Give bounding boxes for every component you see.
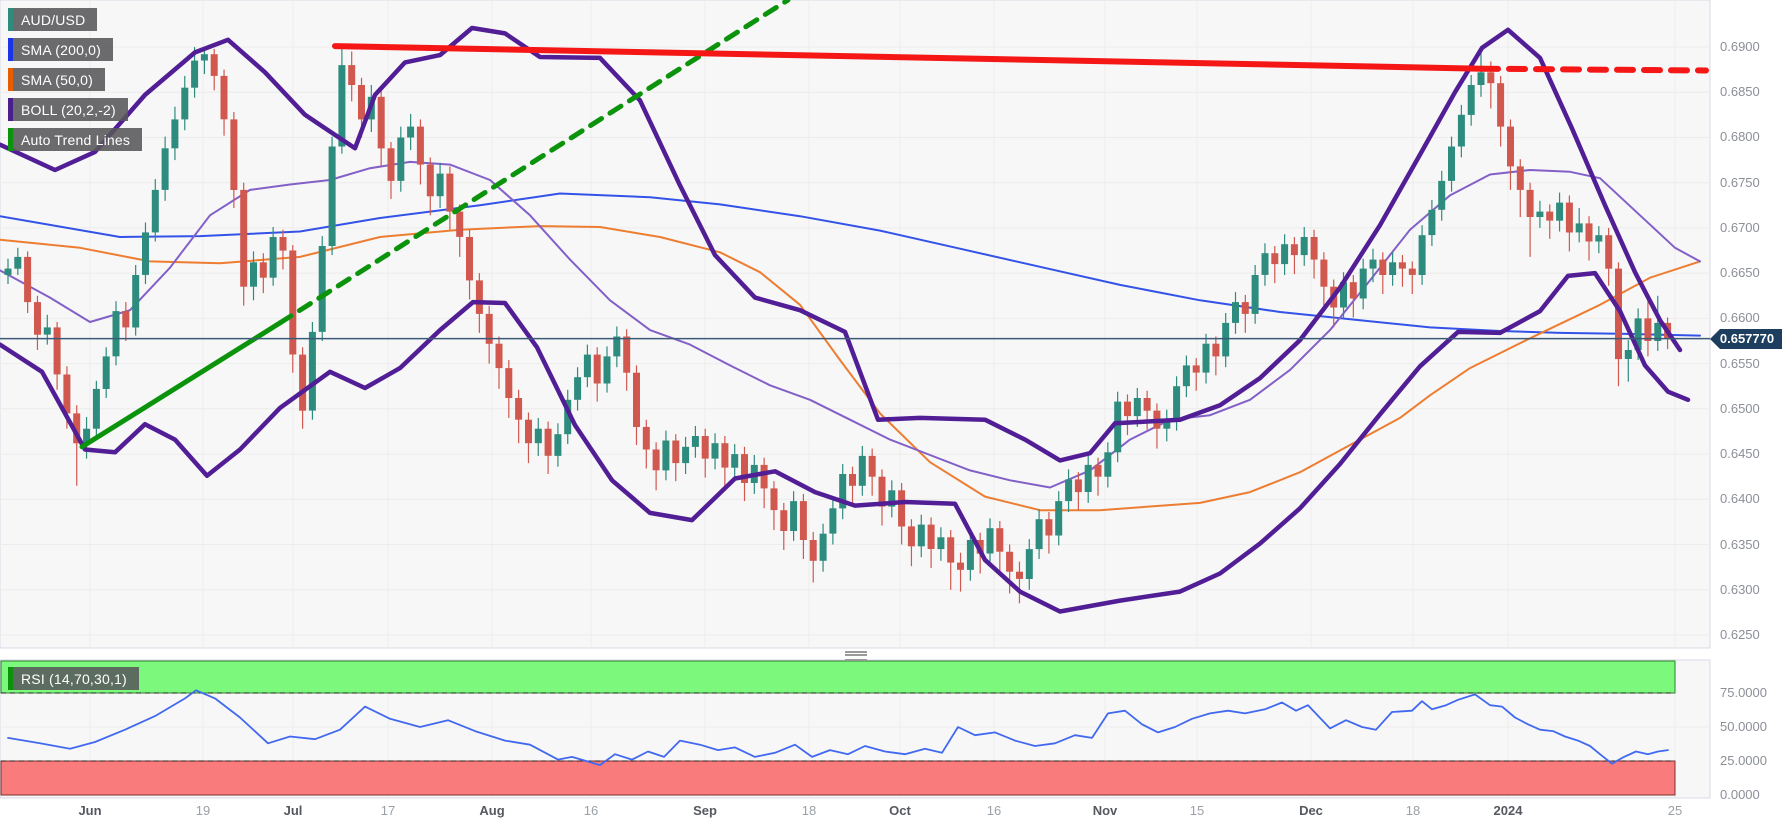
price-axis-label: 0.6350 bbox=[1720, 536, 1760, 552]
price-axis-label: 0.6850 bbox=[1720, 84, 1760, 100]
price-axis-label: 0.6500 bbox=[1720, 400, 1760, 416]
time-axis-label: Sep bbox=[693, 803, 717, 818]
price-axis-label: 0.6900 bbox=[1720, 39, 1760, 54]
green-trendline-dashed[interactable] bbox=[277, 0, 791, 326]
legend-label: SMA (200,0) bbox=[21, 41, 102, 58]
time-axis-label: Jul bbox=[283, 803, 303, 818]
legend-sma200[interactable]: SMA (200,0) bbox=[8, 38, 114, 61]
boll-lower-line bbox=[0, 270, 1691, 614]
legend-label: SMA (50,0) bbox=[21, 71, 94, 88]
time-axis-label: 17 bbox=[380, 803, 396, 818]
rsi-axis-label: 25.0000 bbox=[1720, 753, 1767, 768]
red-trendline-solid[interactable] bbox=[332, 43, 1485, 72]
price-axis-label: 0.6750 bbox=[1720, 174, 1760, 190]
legend-label: RSI (14,70,30,1) bbox=[21, 670, 127, 687]
rsi-line bbox=[7, 689, 1669, 766]
rsi-legend: RSI (14,70,30,1) bbox=[8, 667, 139, 690]
time-axis-label: 16 bbox=[583, 803, 599, 818]
rsi-axis-label: 75.0000 bbox=[1720, 685, 1767, 700]
sma200-line bbox=[0, 192, 1701, 337]
main-price-panel[interactable] bbox=[0, 0, 1711, 649]
legend-rsi[interactable]: RSI (14,70,30,1) bbox=[8, 667, 139, 690]
time-axis-label: Dec bbox=[1299, 803, 1323, 818]
legend-sma50[interactable]: SMA (50,0) bbox=[8, 68, 106, 91]
time-axis-label: Oct bbox=[889, 803, 911, 818]
time-axis-label: 2024 bbox=[1493, 803, 1523, 818]
price-axis-label: 0.6550 bbox=[1720, 355, 1760, 371]
time-axis-label: 18 bbox=[801, 803, 817, 818]
time-axis-label: 18 bbox=[1405, 803, 1421, 818]
sma50-line bbox=[0, 225, 1701, 512]
sma200-color-bar bbox=[8, 38, 13, 61]
price-axis-label: 0.6650 bbox=[1720, 265, 1760, 281]
last-price-badge: 0.657770 bbox=[1710, 329, 1782, 349]
price-axis-label: 0.6800 bbox=[1720, 129, 1760, 145]
time-axis-label: 19 bbox=[195, 803, 211, 818]
red-trendline-dashed[interactable] bbox=[1479, 65, 1709, 74]
green-trendline-solid[interactable] bbox=[79, 320, 283, 450]
boll-color-bar bbox=[8, 98, 13, 121]
time-axis-label: 15 bbox=[1189, 803, 1205, 818]
rsi-bands bbox=[0, 660, 1676, 796]
splitter-grip-icon[interactable] bbox=[845, 651, 867, 661]
legend-label: AUD/USD bbox=[21, 11, 86, 28]
price-axis-label: 0.6400 bbox=[1720, 491, 1760, 507]
boll-upper-line bbox=[0, 25, 1683, 463]
legend-pair-audusd[interactable]: AUD/USD bbox=[8, 8, 98, 31]
price-axis-label: 0.6700 bbox=[1720, 219, 1760, 235]
trend-color-bar bbox=[8, 128, 13, 151]
rsi-color-bar bbox=[8, 667, 13, 690]
rsi-axis-label: 50.0000 bbox=[1720, 719, 1767, 734]
time-axis-label: Nov bbox=[1092, 803, 1118, 818]
candlesticks bbox=[4, 46, 1672, 604]
time-axis-label: Jun bbox=[78, 803, 102, 818]
sma50-color-bar bbox=[8, 68, 13, 91]
main-legend: AUD/USD SMA (200,0) SMA (50,0) BOLL (20,… bbox=[8, 8, 143, 151]
price-axis-label: 0.6600 bbox=[1720, 310, 1760, 326]
price-axis-label: 0.6250 bbox=[1720, 626, 1760, 642]
pair-color-bar bbox=[8, 8, 13, 31]
legend-label: Auto Trend Lines bbox=[21, 131, 131, 148]
legend-boll[interactable]: BOLL (20,2,-2) bbox=[8, 98, 128, 121]
price-axis-label: 0.6450 bbox=[1720, 446, 1760, 462]
legend-label: BOLL (20,2,-2) bbox=[21, 101, 116, 118]
legend-auto-trend-lines[interactable]: Auto Trend Lines bbox=[8, 128, 143, 151]
rsi-axis-label: 0.0000 bbox=[1720, 787, 1760, 802]
time-axis-label: 25 bbox=[1667, 803, 1683, 818]
time-axis-label: Aug bbox=[479, 803, 505, 818]
price-axis-label: 0.6300 bbox=[1720, 581, 1760, 597]
time-axis-label: 16 bbox=[986, 803, 1002, 818]
panel-resize-splitter[interactable] bbox=[0, 649, 1782, 661]
